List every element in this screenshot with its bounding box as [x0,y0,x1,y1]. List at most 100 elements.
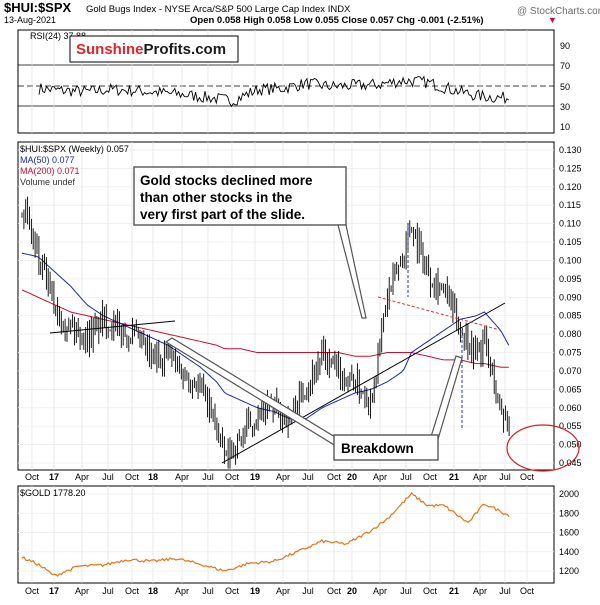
x-tick-label: Oct [327,586,342,596]
x-tick-label: Jul [499,472,511,482]
gold-y-tick: 1800 [559,508,579,518]
x-tick-label: Oct [225,586,240,596]
x-tick-label: Oct [520,472,535,482]
x-tick-label: Apr [75,586,89,596]
main-y-tick: 0.125 [559,163,582,173]
annotation-top-pointer [337,224,367,319]
rsi-line [38,75,510,108]
logo-box [69,35,239,63]
logo-part-2: Profits [144,41,192,58]
x-tick-label: 18 [148,586,158,596]
main-y-axis: 0.130 0.125 0.120 0.115 0.110 0.105 0.100 0.095… [559,145,582,468]
rsi-tick-70: 70 [560,61,570,71]
x-tick-label: Jul [102,472,114,482]
x-tick-label: Oct [225,472,240,482]
main-y-tick: 0.100 [559,255,582,265]
x-tick-label: 21 [449,472,459,482]
legend-ma50: MA(50) 0.077 [20,155,75,165]
rsi-tick-30: 30 [560,102,570,112]
main-y-tick: 0.080 [559,329,582,339]
x-tick-label: Jul [400,472,412,482]
x-tick-label: Apr [276,472,290,482]
x-tick-label: 17 [49,472,59,482]
main-y-tick: 0.110 [559,219,581,229]
down-arrow-icon: ▼ [548,15,557,25]
annotation-top-box [133,166,347,226]
x-tick-label: Oct [125,472,140,482]
trendline-2017 [49,320,176,334]
target-circle [506,424,580,472]
main-y-tick: 0.130 [559,145,582,155]
gold-legend: $GOLD 1778.20 [20,488,86,498]
x-axis-main: Oct 17 Apr Jul Oct 18 Apr Jul Oct 19 Apr Jul Oct 20 Ap… [25,472,535,482]
rsi-y-axis: 90 70 50 30 10 [560,41,570,132]
logo-text: SunshineProfits.com [76,41,226,58]
gold-frame [17,485,555,584]
main-y-tick: 0.050 [559,440,582,450]
annotation-top-line-1: Gold stocks declined more [140,173,313,188]
x-tick-label: Apr [373,472,387,482]
x-tick-label: Jul [499,586,511,596]
x-tick-label: Jul [302,586,314,596]
main-y-tick: 0.095 [559,274,582,284]
main-y-tick: 0.065 [559,384,582,394]
x-tick-label: Jul [302,472,314,482]
x-axis-gold: Oct 17 Apr Jul Oct 18 Apr Jul Oct 19 Apr Jul Oct 20 Ap… [25,586,535,596]
x-tick-label: Jul [400,586,412,596]
gold-y-axis: 2000 1800 1600 1400 1200 [559,489,579,576]
x-tick-label: 19 [250,472,260,482]
rsi-tick-10: 10 [560,122,570,132]
chart-description: Gold Bugs Index - NYSE Arca/S&P 500 Larg… [86,4,351,15]
gold-y-tick: 1400 [559,547,579,557]
annotation-top-line-3: very first part of the slide. [140,207,305,222]
x-tick-label: Oct [327,472,342,482]
legend-main: $HUI:$SPX (Weekly) 0.057 [20,144,129,154]
main-y-tick: 0.090 [559,292,582,302]
main-y-tick: 0.085 [559,311,582,321]
rsi-legend: RSI(24) 37.88 [30,31,86,41]
main-y-tick: 0.055 [559,421,582,431]
x-tick-label: 18 [148,472,158,482]
gold-y-tick: 1600 [559,528,579,538]
main-y-tick: 0.115 [559,200,581,210]
rsi-tick-90: 90 [560,41,570,51]
x-tick-label: Oct [423,586,438,596]
x-tick-label: Apr [473,586,487,596]
main-y-tick: 0.060 [559,403,582,413]
x-tick-label: Apr [175,472,189,482]
main-y-tick: 0.105 [559,237,582,247]
gold-line [21,492,510,577]
annotation-top: Gold stocks declined more than other sto… [140,173,316,222]
x-tick-label: Oct [520,586,535,596]
annotation-bottom-group: Breakdown [164,337,463,461]
x-tick-label: Oct [423,472,438,482]
x-tick-label: Apr [473,472,487,482]
x-tick-label: Oct [125,586,140,596]
annotation-top-line-2: than other stocks in the [140,190,293,205]
annotation-bottom: Breakdown [341,441,414,456]
x-tick-label: Jul [202,472,214,482]
ohlc-readout: Open 0.058 High 0.058 Low 0.055 Close 0.… [190,15,484,26]
gold-y-tick: 1200 [559,566,579,576]
rsi-tick-50: 50 [560,82,570,92]
x-tick-label: Apr [373,586,387,596]
annotation-top-group: Gold stocks declined more than other sto… [133,166,367,319]
main-y-tick: 0.070 [559,366,582,376]
x-tick-label: Oct [25,472,40,482]
x-tick-label: Jul [202,586,214,596]
x-tick-label: Apr [276,586,290,596]
x-tick-label: 21 [449,586,459,596]
legend-volume: Volume undef [20,177,76,187]
rsi-panel: RSI(24) 37.88 SunshineProfits.com 90 70 … [17,29,570,134]
gold-gridlines [18,486,554,583]
logo-part-3: .com [191,41,226,58]
x-tick-label: Apr [175,586,189,596]
x-tick-label: Jul [102,586,114,596]
annotation-bottom-box [333,434,439,461]
x-tick-label: Oct [25,586,40,596]
gold-panel: $GOLD 1778.20 2000 1800 1600 1400 1200 [17,485,579,584]
main-y-tick: 0.120 [559,182,582,192]
x-tick-label: 17 [49,586,59,596]
